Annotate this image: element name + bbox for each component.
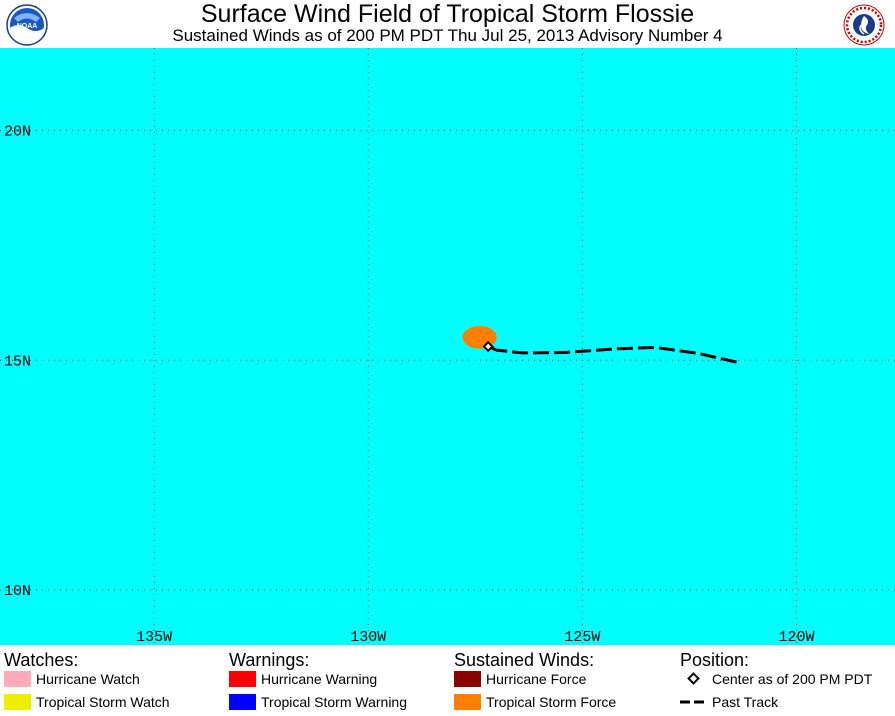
past-track-dash-icon	[680, 700, 707, 704]
map-title: Surface Wind Field of Tropical Storm Flo…	[200, 0, 695, 28]
longitude-tick-label: 130W	[350, 629, 386, 645]
legend-item-label: Tropical Storm Warning	[261, 694, 408, 710]
ocean-background	[0, 48, 895, 645]
hurricane-force-swatch	[454, 671, 481, 687]
legend-position-heading: Position:	[680, 650, 750, 670]
legend-item-label: Center as of 200 PM PDT	[712, 671, 873, 687]
latitude-tick-label: 10N	[4, 583, 31, 600]
longitude-tick-label: 125W	[564, 629, 600, 645]
legend-item-label: Past Track	[712, 694, 779, 710]
noaa-logo-text: NOAA	[17, 23, 38, 30]
tropical-storm-watch-swatch	[4, 694, 31, 710]
hurricane-warning-swatch	[229, 671, 256, 687]
legend-item-label: Tropical Storm Force	[486, 694, 617, 710]
latitude-tick-label: 20N	[4, 124, 31, 141]
storm-map[interactable]: 135W 130W 125W 120W 20N 15N 10N	[0, 48, 895, 645]
tropical-storm-warning-swatch	[229, 694, 256, 710]
hurricane-watch-swatch	[4, 671, 31, 687]
noaa-logo-icon: NOAA	[6, 4, 48, 46]
longitude-tick-label: 135W	[136, 629, 172, 645]
legend-item-label: Hurricane Warning	[261, 671, 378, 687]
latitude-labels: 20N 15N 10N	[4, 124, 31, 600]
legend-warnings-heading: Warnings:	[229, 650, 310, 670]
storm-center-marker-icon[interactable]	[482, 340, 494, 353]
legend-item-label: Tropical Storm Watch	[36, 694, 170, 710]
tropical-storm-force-swatch	[454, 694, 481, 710]
header: NOAA Surface Wind Field of Tropical Stor…	[0, 0, 895, 48]
map-subtitle: Sustained Winds as of 200 PM PDT Thu Jul…	[172, 26, 723, 45]
legend-watches-heading: Watches:	[4, 650, 79, 670]
legend-item-label: Hurricane Watch	[36, 671, 140, 687]
latitude-tick-label: 15N	[4, 353, 31, 370]
center-diamond-icon	[687, 672, 700, 685]
legend-item-label: Hurricane Force	[486, 671, 587, 687]
longitude-labels: 135W 130W 125W 120W	[136, 629, 814, 645]
past-track-line	[487, 345, 737, 364]
legend: Watches: Hurricane Watch Tropical Storm …	[0, 645, 895, 716]
legend-winds-heading: Sustained Winds:	[454, 650, 595, 670]
longitude-tick-label: 120W	[778, 629, 814, 645]
nws-logo-icon	[843, 4, 885, 46]
